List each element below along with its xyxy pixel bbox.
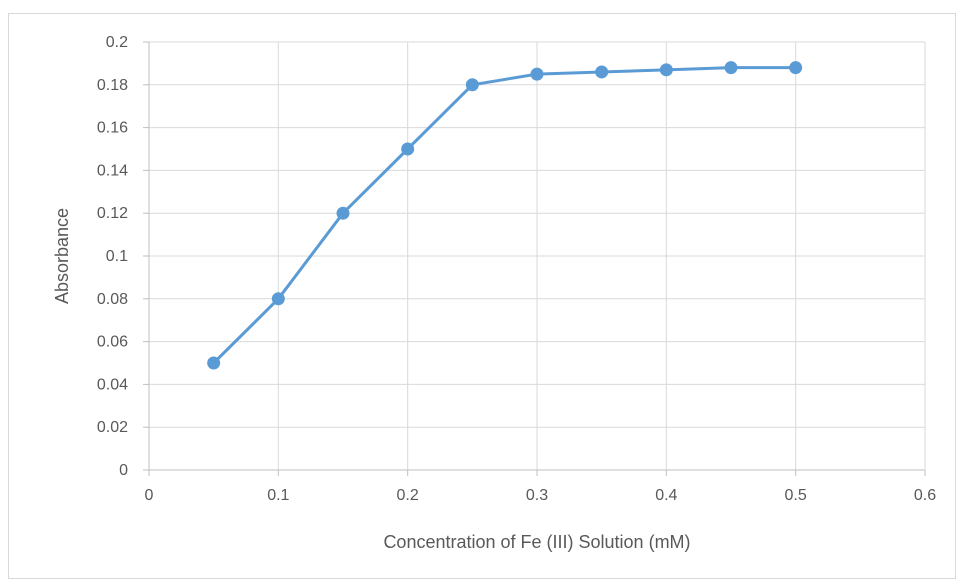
y-tick-label: 0.08 — [97, 291, 128, 308]
data-point — [336, 206, 350, 220]
data-point — [271, 292, 285, 306]
y-tick-label: 0.2 — [106, 34, 128, 51]
chart-frame — [8, 13, 956, 579]
data-point — [789, 61, 803, 75]
x-tick-label: 0.5 — [785, 487, 807, 504]
data-point — [659, 63, 673, 77]
tick-labels: 0 0.02 0.04 0.06 0.08 0.1 0.12 0.14 0.16 0.18 0.2 0… — [97, 34, 936, 504]
data-series — [207, 61, 803, 370]
x-tick-label: 0.3 — [526, 487, 548, 504]
data-point — [724, 61, 738, 75]
y-tick-label: 0.14 — [97, 162, 128, 179]
y-tick-label: 0.04 — [97, 376, 128, 393]
y-tick-label: 0 — [119, 462, 128, 479]
gridlines — [149, 41, 926, 470]
y-tick-label: 0.16 — [97, 120, 128, 137]
y-tick-label: 0.02 — [97, 419, 128, 436]
y-tick-label: 0.12 — [97, 205, 128, 222]
data-point — [530, 67, 544, 81]
x-tick-label: 0.4 — [655, 487, 677, 504]
y-tick-label: 0.18 — [97, 77, 128, 94]
y-axis-title: Absorbance — [52, 208, 72, 304]
x-axis-title: Concentration of Fe (III) Solution (mM) — [383, 532, 690, 552]
data-point — [595, 65, 609, 79]
x-tick-label: 0.6 — [914, 487, 936, 504]
data-point — [465, 78, 479, 92]
series-line — [212, 66, 798, 365]
y-tick-label: 0.06 — [97, 334, 128, 351]
x-tick-label: 0 — [145, 487, 154, 504]
data-point — [207, 356, 221, 370]
data-point — [401, 142, 415, 156]
axes — [143, 41, 926, 476]
y-tick-label: 0.1 — [106, 248, 128, 265]
x-tick-label: 0.1 — [267, 487, 289, 504]
x-tick-label: 0.2 — [397, 487, 419, 504]
